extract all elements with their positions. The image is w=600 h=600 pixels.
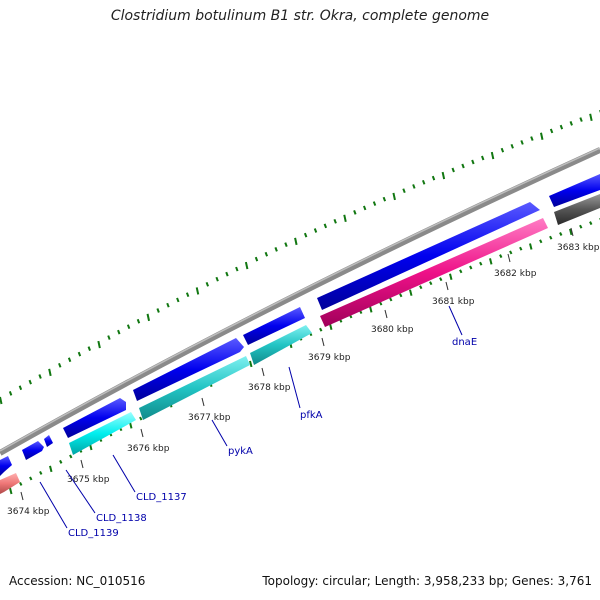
gene-arrow[interactable] [0,473,20,494]
topology-label: Topology: circular; Length: 3,958,233 bp… [262,574,592,588]
ruler-tick [140,428,144,438]
gene-label-leader [448,305,463,336]
gene-label-leader [39,481,68,529]
forward-strand-genes [0,174,600,476]
gene-label-leader [288,366,301,409]
reverse-strand-genes [0,194,600,494]
genome-backbone [0,147,600,456]
gene-arrow[interactable] [549,174,600,207]
ruler-tick-label: 3678 kbp [248,383,291,393]
ruler-tick-label: 3683 kbp [557,243,600,253]
genome-title: Clostridium botulinum B1 str. Okra, comp… [110,8,490,24]
gene-label[interactable]: pykA [228,446,253,457]
gene-label[interactable]: dnaE [452,337,477,348]
gene-arrow[interactable] [554,194,600,225]
ruler-tick-label: 3679 kbp [308,353,351,363]
ruler-tick [507,253,511,263]
ruler-tick-label: 3680 kbp [371,325,414,335]
gene-arrow[interactable] [139,356,250,420]
accession-label: Accession: NC_010516 [9,574,146,588]
ruler-tick [321,337,325,347]
gene-arrow[interactable] [69,412,136,455]
gene-arrow[interactable] [250,325,312,365]
ruler-tick-label: 3682 kbp [494,269,537,279]
ruler-tick [384,309,388,319]
gene-labels: CLD_1139 CLD_1138 CLD_1137 pykA pfkA dnaE [39,305,477,539]
gene-arrow[interactable] [63,398,126,438]
ruler-tick-label: 3677 kbp [188,413,231,423]
ruler-tick-label: 3681 kbp [432,297,475,307]
ruler-tick-label: 3674 kbp [7,507,50,517]
ruler-tick-label: 3675 kbp [67,475,110,485]
gene-arrow[interactable] [320,218,548,327]
gene-arrow[interactable] [44,435,53,447]
gene-label[interactable]: pfkA [300,410,323,421]
gene-arrow[interactable] [22,441,44,460]
gene-label[interactable]: CLD_1137 [136,492,187,503]
gene-label-leader [65,469,96,514]
gene-arrow[interactable] [133,338,244,401]
ruler-tick [20,491,24,501]
gc-content-ring [0,110,600,495]
kbp-ruler: 3674 kbp 3675 kbp 3676 kbp 3677 kbp 3678 kbp… [7,227,600,517]
gene-label-leader [211,419,228,447]
gene-arrow[interactable] [243,307,305,345]
ruler-tick [570,227,574,237]
gene-label[interactable]: CLD_1139 [68,528,119,539]
gene-label[interactable]: CLD_1138 [96,513,147,524]
gene-label-leader [112,454,136,493]
ruler-tick [201,397,205,407]
ruler-tick-label: 3676 kbp [127,444,170,454]
ruler-tick [80,459,84,469]
gene-arrow[interactable] [317,202,540,310]
ruler-tick [261,367,265,377]
ruler-tick [445,281,449,291]
gene-arrow[interactable] [0,456,12,476]
